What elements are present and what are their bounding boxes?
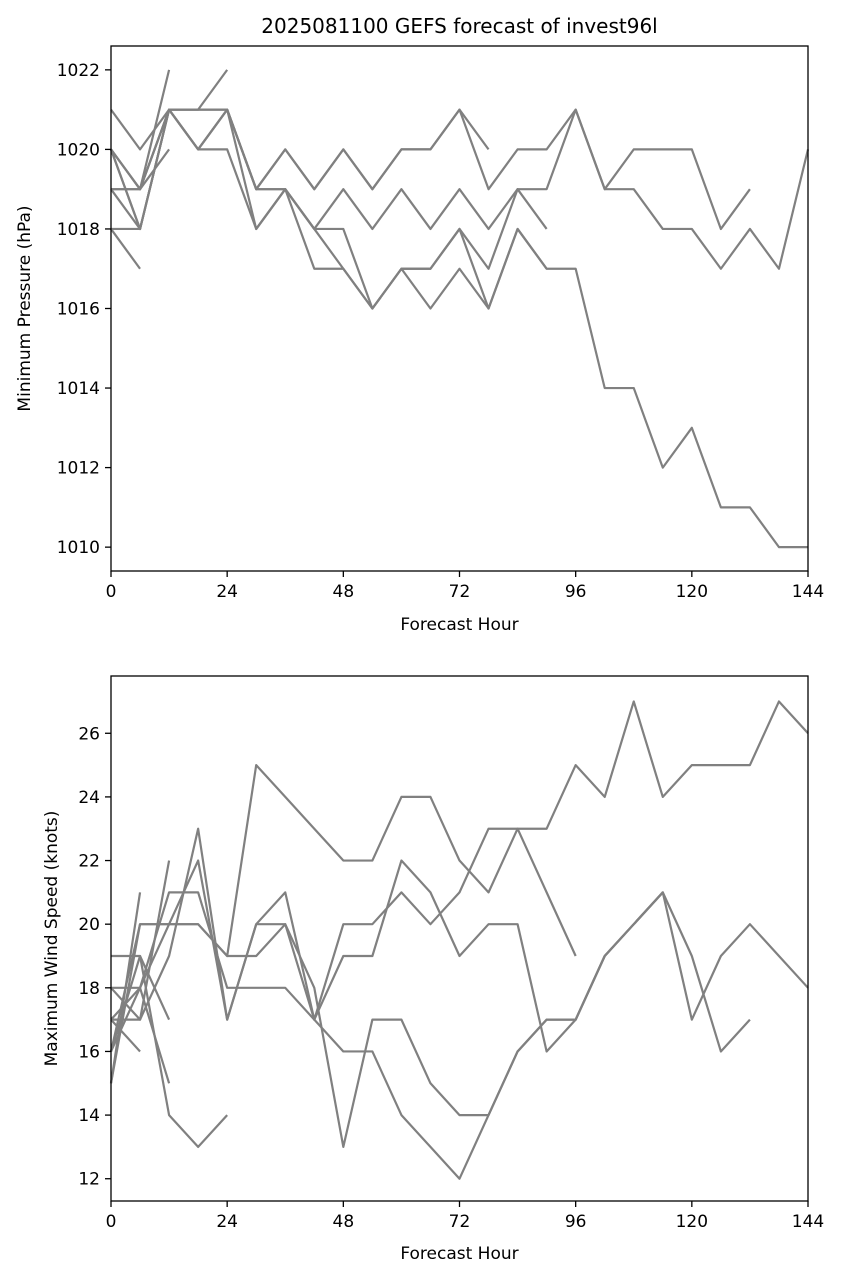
pressure-y-axis-label: Minimum Pressure (hPa) — [15, 205, 35, 411]
wind-x-tick-label: 120 — [676, 1212, 708, 1232]
pressure-y-tick-label: 1022 — [57, 61, 100, 81]
wind-plot-frame — [110, 675, 809, 1202]
wind-series-line-5 — [109, 827, 577, 1052]
wind-series-line-10 — [109, 892, 142, 1084]
pressure-series-line-11 — [109, 149, 142, 230]
pressure-y-tick-label: 1018 — [57, 220, 100, 240]
wind-x-tick-label: 72 — [449, 1212, 471, 1232]
wind-series-line-11 — [110, 1018, 141, 1053]
wind-axis-ticks: 0 24 48 72 96 120 144 12 14 16 18 20 22 24 26 — [78, 724, 824, 1232]
wind-y-tick-label: 12 — [78, 1170, 100, 1190]
figure-title: 2025081100 GEFS forecast of invest96l — [261, 14, 657, 38]
wind-series-line-4 — [110, 827, 664, 1149]
pressure-axis-ticks: 0 24 48 72 96 120 144 1010 1012 1014 1016 1018 1020 1… — [57, 61, 824, 602]
wind-x-tick-label: 48 — [333, 1212, 355, 1232]
pressure-y-tick-label: 1010 — [57, 538, 100, 558]
pressure-series-line-9 — [111, 148, 170, 191]
pressure-y-tick-label: 1014 — [57, 379, 100, 399]
wind-y-tick-label: 24 — [78, 788, 100, 808]
wind-y-tick-label: 18 — [78, 979, 100, 999]
wind-y-tick-label: 16 — [78, 1042, 100, 1062]
wind-x-tick-label: 0 — [106, 1212, 117, 1232]
wind-y-tick-label: 22 — [78, 852, 100, 872]
wind-y-tick-label: 14 — [78, 1106, 100, 1126]
wind-series-lines — [109, 700, 809, 1180]
pressure-x-tick-label: 72 — [449, 582, 471, 602]
wind-x-axis-label: Forecast Hour — [400, 1244, 518, 1264]
pressure-y-tick-label: 1020 — [57, 140, 100, 160]
wind-series-line-7 — [111, 986, 171, 1084]
pressure-y-tick-label: 1012 — [57, 459, 100, 479]
pressure-x-axis-label: Forecast Hour — [400, 615, 518, 635]
pressure-x-tick-label: 48 — [333, 582, 355, 602]
pressure-x-tick-label: 0 — [106, 582, 117, 602]
pressure-x-tick-label: 120 — [676, 582, 708, 602]
pressure-series-line-10 — [110, 228, 141, 270]
pressure-plot-frame — [110, 45, 809, 572]
pressure-y-tick-label: 1016 — [57, 300, 100, 320]
pressure-chart: 0 24 48 72 96 120 144 1010 1012 1014 1016 1018 1020 1… — [15, 45, 824, 635]
wind-y-tick-label: 26 — [78, 724, 100, 744]
pressure-x-tick-label: 96 — [565, 582, 587, 602]
wind-y-tick-label: 20 — [78, 915, 100, 935]
wind-x-tick-label: 144 — [792, 1212, 824, 1232]
wind-x-tick-label: 24 — [216, 1212, 238, 1232]
wind-y-axis-label: Maximum Wind Speed (knots) — [42, 811, 62, 1067]
pressure-x-tick-label: 24 — [216, 582, 238, 602]
pressure-x-tick-label: 144 — [792, 582, 824, 602]
wind-chart: 0 24 48 72 96 120 144 12 14 16 18 20 22 24 26 Forecast… — [42, 675, 824, 1264]
wind-x-tick-label: 96 — [565, 1212, 587, 1232]
pressure-series-lines — [109, 69, 810, 549]
pressure-series-line-6 — [111, 108, 808, 549]
